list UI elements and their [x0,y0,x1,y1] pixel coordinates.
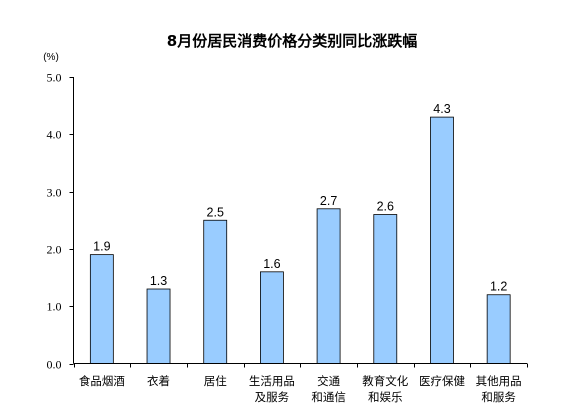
x-tick-label-line: 医疗保健 [419,374,465,388]
y-tick-label-4: 3.0 [47,186,62,200]
y-tick-label-2: 1.0 [47,300,62,314]
bar-3 [203,219,228,364]
bar-5 [316,208,341,364]
x-tick-label-7: 医疗保健 [419,374,465,388]
data-label-1: 1.9 [93,240,110,254]
x-tick-label-1: 食品烟酒 [79,374,125,388]
data-label-6: 2.6 [377,200,394,214]
y-tick-label-5: 4.0 [47,128,62,142]
y-tick-label-3: 2.0 [47,243,62,257]
data-label-3: 2.5 [207,205,224,219]
bar-2 [146,288,171,364]
x-tick-label-6: 教育文化和娱乐 [362,374,408,404]
x-tick-label-8: 其他用品和服务 [476,374,522,404]
x-tick-label-5: 交通和通信 [311,374,346,404]
data-label-5: 2.7 [320,194,337,208]
x-tick-label-line: 和通信 [311,390,346,404]
bar-6 [373,214,398,364]
x-tick-label-line: 和娱乐 [368,390,403,404]
x-tick-label-line: 食品烟酒 [79,374,125,388]
bar-8 [486,294,511,364]
x-tick-label-line: 衣着 [147,374,170,388]
data-label-7: 4.3 [433,102,450,116]
data-label-4: 1.6 [263,257,280,271]
x-tick-label-line: 交通 [317,374,340,388]
x-tick-label-line: 生活用品 [249,374,295,388]
bar-4 [260,271,284,364]
x-tick-label-4: 生活用品及服务 [249,374,295,404]
bar-7 [430,116,454,364]
y-axis-unit-label: (%) [43,52,59,63]
y-tick-label-6: 5.0 [47,71,62,85]
x-tick-label-line: 及服务 [255,390,290,404]
x-tick-label-line: 教育文化 [362,374,408,388]
x-tick-label-line: 和服务 [481,390,516,404]
chart-title: 8月份居民消费价格分类别同比涨跌幅 [167,32,417,50]
data-labels: 1.9 1.3 2.5 1.6 2.7 2.6 4.3 1.2 [93,102,507,294]
x-tick-label-line: 居住 [204,374,227,388]
x-tick-label-2: 衣着 [147,374,170,388]
data-label-8: 1.2 [490,280,507,294]
x-tick-label-3: 居住 [204,374,227,388]
y-tick-label-1: 0.0 [47,358,62,372]
y-axis: 0.0 1.0 2.0 3.0 4.0 5.0 [47,71,74,372]
x-tick-label-line: 其他用品 [476,374,522,388]
bar-1 [89,254,114,364]
bars [89,116,511,364]
data-label-2: 1.3 [150,274,167,288]
